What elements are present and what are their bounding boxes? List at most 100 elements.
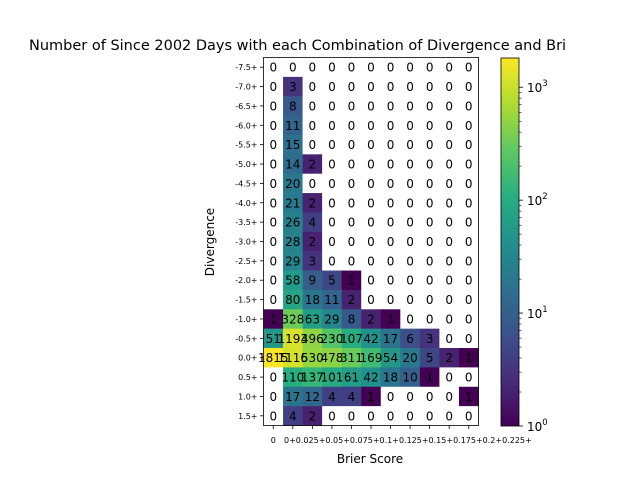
y-tick-label: -7.5+ <box>235 63 257 72</box>
cell-value-label: 2 <box>367 312 375 326</box>
heatmap-cell <box>263 231 284 252</box>
heatmap-cell <box>341 406 362 426</box>
cell-value-label: 0 <box>426 293 434 307</box>
heatmap-cell <box>380 57 401 78</box>
cell-value-label: 0 <box>269 158 277 172</box>
colorbar-gradient <box>501 58 519 426</box>
cell-value-label: 0 <box>367 274 375 288</box>
cell-value-label: 0 <box>426 216 434 230</box>
cell-value-label: 0 <box>348 409 356 423</box>
heatmap-cell <box>400 154 421 175</box>
heatmap-cell <box>361 154 382 175</box>
heatmap-cell <box>263 367 284 388</box>
cell-value-label: 0 <box>387 196 395 210</box>
cell-value-label: 28 <box>285 235 300 249</box>
cell-value-label: 14 <box>285 158 300 172</box>
heatmap-cell <box>419 76 440 97</box>
heatmap-cell <box>322 251 342 271</box>
heatmap-cell <box>380 96 401 116</box>
heatmap-cell <box>263 115 284 136</box>
heatmap-cell <box>302 231 323 252</box>
heatmap-cell <box>302 76 323 97</box>
cell-value-label: 0 <box>465 312 473 326</box>
cell-value-label: 0 <box>309 177 317 191</box>
y-tick-label: -1.0+ <box>235 315 257 324</box>
heatmap-cell <box>302 406 323 426</box>
cell-value-label: 0 <box>348 254 356 268</box>
cell-value-label: 26 <box>285 216 300 230</box>
heatmap-cell <box>439 328 460 349</box>
cell-value-label: 0 <box>426 138 434 152</box>
heatmap-cell <box>400 309 421 329</box>
heatmap-cell <box>458 309 479 329</box>
cell-value-label: 0 <box>387 80 395 94</box>
cell-value-label: 0 <box>269 80 277 94</box>
cell-value-label: 0 <box>426 409 434 423</box>
cell-value-label: 0 <box>328 119 336 133</box>
heatmap-cell <box>283 231 303 252</box>
cell-value-label: 4 <box>289 409 297 423</box>
cell-value-label: 0 <box>406 274 414 288</box>
heatmap-cell <box>400 251 421 271</box>
colorbar-tick-label: 100 <box>527 418 548 434</box>
heatmap-cell <box>380 328 401 349</box>
cell-value-label: 2 <box>309 409 317 423</box>
heatmap-cell <box>458 367 479 388</box>
cell-value-label: 15 <box>285 138 300 152</box>
heatmap-cell <box>419 134 440 155</box>
heatmap-cell <box>458 193 479 213</box>
heatmap-cell <box>400 348 421 368</box>
heatmap-cell <box>458 76 479 97</box>
cell-value-label: 0 <box>426 61 434 75</box>
heatmap-cell <box>263 251 284 271</box>
heatmap-cell <box>322 270 342 291</box>
heatmap-cell <box>380 270 401 291</box>
cell-value-label: 0 <box>426 119 434 133</box>
heatmap-cell <box>458 251 479 271</box>
heatmap-cell <box>400 212 421 233</box>
heatmap-cell <box>322 115 342 136</box>
cell-value-label: 0 <box>445 158 453 172</box>
heatmap-cell <box>283 212 303 233</box>
cell-value-label: 478 <box>320 351 343 365</box>
heatmap-cell <box>341 193 362 213</box>
heatmap-cell <box>439 386 460 407</box>
heatmap-cell <box>419 386 440 407</box>
cell-value-label: 0 <box>465 61 473 75</box>
cell-value-label: 0 <box>367 409 375 423</box>
cell-value-label: 3 <box>289 80 297 94</box>
colorbar-tick-label: 103 <box>527 79 548 95</box>
heatmap-cell <box>458 173 479 194</box>
cell-value-label: 328 <box>281 312 304 326</box>
cell-value-label: 0 <box>387 293 395 307</box>
cell-value-label: 0 <box>367 119 375 133</box>
y-tick-label: -4.5+ <box>235 179 257 188</box>
heatmap-cell <box>439 193 460 213</box>
heatmap-cell <box>361 328 382 349</box>
cell-value-label: 0 <box>269 254 277 268</box>
heatmap-cell <box>283 251 303 271</box>
cell-value-label: 0 <box>465 293 473 307</box>
heatmap-cell <box>283 193 303 213</box>
cell-value-label: 0 <box>348 61 356 75</box>
heatmap-cell <box>341 96 362 116</box>
cell-value-label: 0 <box>309 138 317 152</box>
y-tick-label: -2.5+ <box>235 257 257 266</box>
heatmap-cell <box>322 212 342 233</box>
cell-value-label: 0 <box>328 138 336 152</box>
cell-value-label: 0 <box>328 99 336 113</box>
heatmap-cell <box>341 348 362 368</box>
cell-value-label: 1 <box>426 371 434 385</box>
cell-value-label: 2 <box>309 196 317 210</box>
y-tick-label: -1.5+ <box>235 296 257 305</box>
cell-value-label: 51 <box>266 332 281 346</box>
heatmap-cell <box>263 212 284 233</box>
heatmap-cell <box>400 173 421 194</box>
cell-value-label: 6 <box>406 332 414 346</box>
cell-value-label: 0 <box>269 409 277 423</box>
cell-value-label: 0 <box>426 80 434 94</box>
heatmap-cell <box>283 115 303 136</box>
cell-value-label: 0 <box>387 390 395 404</box>
cell-value-label: 0 <box>367 80 375 94</box>
cell-value-label: 0 <box>328 216 336 230</box>
